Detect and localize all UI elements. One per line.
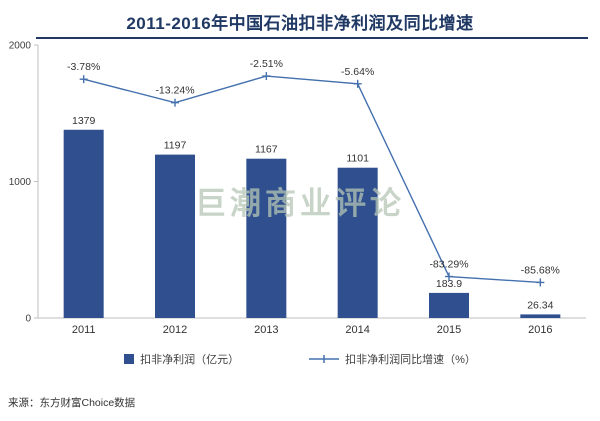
y-tick-label: 1000	[9, 177, 32, 188]
line-value-label: -5.64%	[341, 66, 374, 78]
y-tick-label: 2000	[9, 41, 32, 52]
x-category-label: 2011	[72, 324, 96, 336]
bar-value-label: 1197	[164, 140, 187, 152]
line-marker-icon	[309, 355, 340, 363]
bar-2012	[155, 154, 195, 318]
bar-value-label: 26.34	[527, 299, 553, 311]
x-category-label: 2012	[163, 324, 187, 336]
line-value-label: -85.68%	[521, 264, 560, 276]
source-note: 来源：东方财富Choice数据	[8, 397, 136, 409]
line-value-label: -3.78%	[67, 61, 100, 73]
bar-value-label: 1101	[346, 153, 369, 165]
growth-line	[83, 75, 541, 284]
line-value-label: -13.24%	[155, 85, 194, 97]
legend-item-line: 扣非净利润同比增速（%）	[309, 351, 476, 367]
bar-2014	[337, 167, 378, 318]
x-category-label: 2013	[254, 324, 278, 336]
legend-bar-label: 扣非净利润（亿元）	[140, 354, 240, 366]
bar-value-label: 1167	[255, 144, 278, 156]
line-value-label: -83.29%	[429, 259, 468, 271]
legend-item-bar: 扣非净利润（亿元）	[124, 351, 239, 367]
legend-line-label: 扣非净利润同比增速（%）	[345, 354, 476, 366]
bar-2013	[246, 158, 287, 318]
bar-value-label: 183.9	[436, 278, 462, 290]
bar-2011	[63, 129, 104, 318]
combo-chart: 0 1000 2000 1379 1197 1167 1101 183.9 26.34 2011 2…	[9, 41, 586, 336]
bar-value-label: 1379	[72, 115, 96, 127]
x-category-label: 2015	[437, 324, 461, 336]
legend: 扣非净利润（亿元） 扣非净利润同比增速（%）	[0, 351, 600, 367]
bar-swatch-icon	[124, 354, 135, 364]
bar-2015	[429, 292, 469, 318]
x-category-label: 2016	[528, 324, 552, 336]
x-category-label: 2014	[345, 324, 369, 336]
bar-2016	[520, 314, 561, 318]
line-value-label: -2.51%	[250, 58, 283, 70]
chart-title: 2011-2016年中国石油扣非净利润及同比增速	[126, 14, 474, 33]
title-divider	[36, 37, 588, 39]
y-tick-label: 0	[25, 314, 31, 325]
